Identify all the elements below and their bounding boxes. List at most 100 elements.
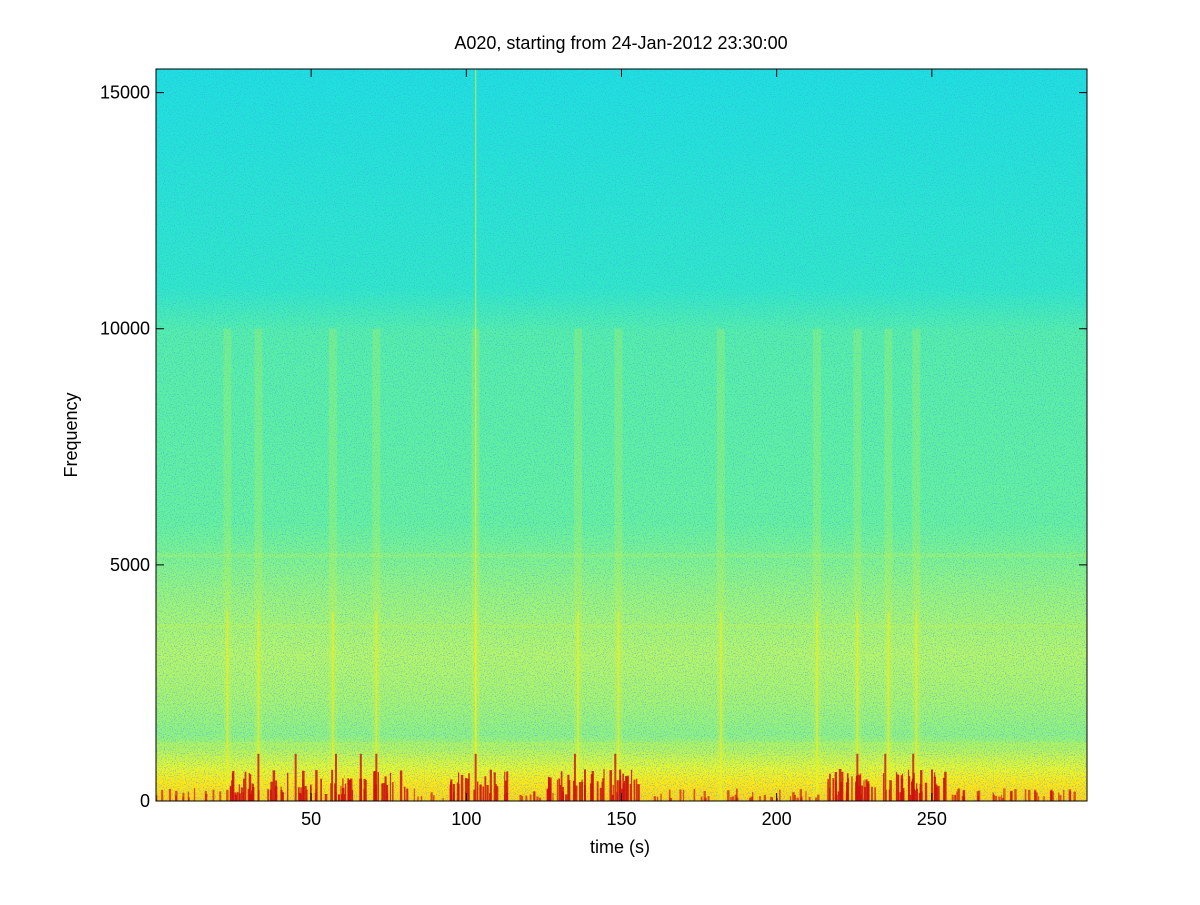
frequency-band-line (156, 742, 1087, 747)
transient-mark (460, 774, 464, 801)
transient-mark (924, 782, 928, 801)
transient-mark (417, 796, 419, 801)
transient-mark (320, 778, 322, 801)
transient-mark (900, 775, 903, 801)
transient-mark (938, 785, 940, 801)
transient-mark (306, 789, 308, 801)
transient-mark (489, 769, 492, 801)
transient-mark (458, 784, 460, 801)
transient-mark (236, 792, 239, 801)
transient-mark (442, 797, 444, 801)
x-tick-label: 150 (606, 809, 636, 829)
transient-mark (977, 790, 981, 801)
transient-mark (612, 784, 614, 801)
transient-mark (992, 792, 994, 801)
transient-mark (450, 781, 452, 801)
transient-mark (226, 789, 229, 801)
transient-mark (902, 773, 904, 801)
transient-mark (495, 783, 497, 801)
transient-mark (175, 795, 178, 801)
transient-mark (682, 789, 685, 801)
transient-mark (560, 771, 563, 801)
transient-mark (808, 797, 811, 801)
transient-mark (188, 797, 190, 801)
transient-mark (918, 792, 921, 801)
transient-mark (858, 785, 861, 801)
transient-mark (559, 785, 562, 801)
transient-mark (386, 784, 389, 801)
transient-mark (734, 794, 737, 801)
transient-mark (895, 772, 898, 801)
transient-mark (365, 779, 367, 801)
transient-mark (954, 795, 956, 801)
transient-mark (205, 793, 208, 801)
transient-mark (637, 784, 640, 801)
transient-mark (962, 789, 966, 801)
transient-mark (578, 782, 582, 801)
transient-mark (350, 778, 353, 801)
transient-mark (805, 791, 807, 801)
transient-mark (771, 797, 774, 801)
transient-mark (1003, 788, 1005, 801)
transient-mark (913, 790, 917, 801)
transient-mark (909, 794, 912, 801)
transient-mark (182, 796, 184, 801)
transient-mark (704, 797, 707, 801)
transient-mark (624, 776, 627, 801)
transient-mark (581, 782, 583, 801)
transient-mark (837, 791, 840, 801)
y-tick-label: 15000 (100, 83, 150, 103)
transient-mark (331, 769, 334, 801)
transient-mark (464, 778, 467, 801)
transient-mark (815, 797, 818, 801)
transient-mark (622, 783, 625, 801)
transient-mark (562, 786, 564, 801)
transient-mark (420, 795, 423, 801)
transient-mark (479, 784, 481, 801)
transient-mark (330, 783, 332, 801)
transient-mark (525, 795, 528, 801)
transient-mark (575, 785, 578, 801)
transient-mark (656, 796, 659, 801)
transient-mark (669, 797, 673, 801)
transient-mark (244, 771, 247, 801)
vertical-streak (912, 328, 921, 801)
transient-mark (748, 797, 752, 801)
transient-mark (601, 781, 603, 801)
frequency-band-line (156, 624, 1087, 629)
transient-mark (616, 780, 619, 801)
transient-mark (1063, 789, 1065, 801)
transient-event (573, 753, 576, 801)
transient-mark (860, 785, 864, 801)
transient-mark (373, 771, 375, 801)
transient-mark (727, 790, 730, 801)
transient-mark (1035, 792, 1038, 801)
transient-mark (653, 796, 656, 801)
transient-mark (466, 778, 469, 801)
vertical-streak (574, 328, 583, 801)
transient-mark (493, 772, 496, 801)
vertical-streak-core (816, 612, 819, 801)
transient-mark (998, 796, 1001, 801)
transient-mark (847, 778, 850, 801)
vertical-streak-core (577, 612, 580, 801)
transient-mark (473, 789, 476, 801)
transient-mark (234, 792, 237, 801)
transient-mark (951, 794, 954, 801)
transient-mark (636, 778, 638, 801)
transient-mark (343, 794, 346, 801)
transient-mark (977, 795, 979, 801)
transient-mark (630, 769, 633, 801)
transient-mark (456, 782, 459, 801)
transient-mark (1073, 791, 1076, 801)
transient-mark (898, 774, 900, 801)
transient-mark (403, 786, 406, 801)
transient-mark (845, 792, 848, 801)
chart-title: A020, starting from 24-Jan-2012 23:30:00 (454, 33, 787, 53)
transient-mark (832, 778, 835, 801)
transient-mark (480, 784, 482, 801)
transient-mark (269, 789, 272, 801)
transient-mark (603, 769, 605, 801)
transient-mark (338, 794, 340, 801)
